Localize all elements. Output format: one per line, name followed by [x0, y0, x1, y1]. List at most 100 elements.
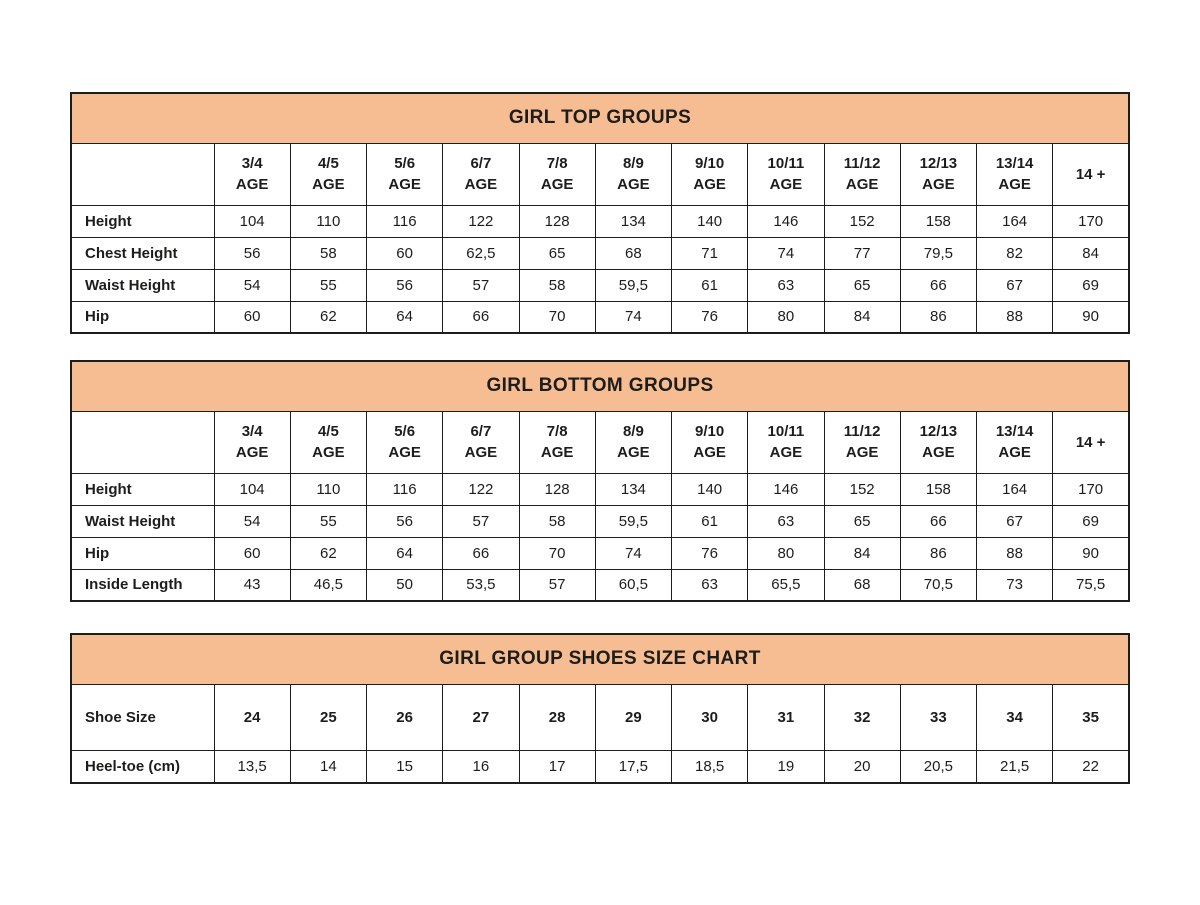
value-cell: 66: [899, 268, 978, 302]
column-header: 14 +: [1052, 410, 1130, 474]
size-table: GIRL GROUP SHOES SIZE CHART Shoe Size 24 25…: [70, 633, 1130, 784]
value-cell: 62: [289, 536, 368, 570]
value-cell: 65: [823, 268, 901, 302]
column-header: 13/14 AGE: [975, 142, 1054, 206]
row-label: Heel-toe (cm): [70, 749, 215, 784]
table-title: GIRL TOP GROUPS: [70, 92, 1130, 144]
size-table: GIRL BOTTOM GROUPS 3/4 AGE 4/5 AGE 5/6 AGE 6…: [70, 360, 1130, 602]
value-cell: 63: [670, 568, 749, 602]
value-cell: 70: [518, 536, 596, 570]
value-cell: 56: [213, 236, 291, 270]
column-header: 3/4 AGE: [213, 142, 291, 206]
row-label: Waist Height: [70, 268, 215, 302]
value-cell: 17: [518, 749, 596, 784]
value-cell: 66: [442, 300, 520, 334]
table-row: Hip 60 62 64 66 70 74 76 80 84 86 88 90: [70, 300, 1130, 334]
value-cell: 17,5: [594, 749, 673, 784]
table-row: Waist Height 54 55 56 57 58 59,5 61 63 65 66 67 69: [70, 504, 1130, 538]
value-cell: 84: [823, 536, 901, 570]
value-cell: 43: [213, 568, 291, 602]
value-cell: 164: [975, 472, 1054, 506]
column-header: 8/9 AGE: [594, 410, 673, 474]
value-cell: 146: [747, 204, 825, 238]
value-cell: 86: [899, 300, 978, 334]
value-cell: 80: [747, 536, 825, 570]
value-cell: 56: [365, 268, 444, 302]
value-cell: 63: [747, 504, 825, 538]
value-cell: 60: [213, 536, 291, 570]
table-row: Heel-toe (cm) 13,5 14 15 16 17 17,5 18,5 19 20 20,…: [70, 749, 1130, 784]
value-cell: 19: [747, 749, 825, 784]
value-cell: 76: [670, 300, 749, 334]
value-cell: 65,5: [747, 568, 825, 602]
column-header: 5/6 AGE: [365, 410, 444, 474]
value-cell: 53,5: [442, 568, 520, 602]
column-header: 3/4 AGE: [213, 410, 291, 474]
column-header: 14 +: [1052, 142, 1130, 206]
value-cell: 66: [899, 504, 978, 538]
row-label: Height: [70, 472, 215, 506]
value-cell: 69: [1052, 268, 1130, 302]
value-cell: 65: [823, 504, 901, 538]
value-cell: 88: [975, 300, 1054, 334]
table-row: Height 104 110 116 122 128 134 140 146 152 158 164 1…: [70, 204, 1130, 238]
column-header: 12/13 AGE: [899, 142, 978, 206]
value-cell: 60: [213, 300, 291, 334]
value-cell: 70: [518, 300, 596, 334]
column-header: 33: [899, 683, 978, 751]
column-header: 8/9 AGE: [594, 142, 673, 206]
value-cell: 152: [823, 204, 901, 238]
value-cell: 122: [442, 472, 520, 506]
value-cell: 57: [518, 568, 596, 602]
row-label: Hip: [70, 300, 215, 334]
value-cell: 134: [594, 204, 673, 238]
table-title: GIRL BOTTOM GROUPS: [70, 360, 1130, 412]
row-label: Chest Height: [70, 236, 215, 270]
value-cell: 84: [823, 300, 901, 334]
column-header: 29: [594, 683, 673, 751]
column-header: 10/11 AGE: [747, 142, 825, 206]
value-cell: 70,5: [899, 568, 978, 602]
table-row: Hip 60 62 64 66 70 74 76 80 84 86 88 90: [70, 536, 1130, 570]
value-cell: 86: [899, 536, 978, 570]
value-cell: 57: [442, 504, 520, 538]
row-label: Inside Length: [70, 568, 215, 602]
value-cell: 74: [747, 236, 825, 270]
value-cell: 158: [899, 204, 978, 238]
value-cell: 75,5: [1052, 568, 1130, 602]
column-header: 4/5 AGE: [289, 410, 368, 474]
table-row: Chest Height 56 58 60 62,5 65 68 71 74 77 79,5 82 84: [70, 236, 1130, 270]
value-cell: 116: [365, 204, 444, 238]
value-cell: 59,5: [594, 504, 673, 538]
value-cell: 62: [289, 300, 368, 334]
column-header: 25: [289, 683, 368, 751]
size-table: GIRL TOP GROUPS 3/4 AGE 4/5 AGE 5/6 AGE 6/7 …: [70, 92, 1130, 334]
value-cell: 64: [365, 536, 444, 570]
table-title: GIRL GROUP SHOES SIZE CHART: [70, 633, 1130, 685]
column-header: 28: [518, 683, 596, 751]
value-cell: 77: [823, 236, 901, 270]
table-row: Inside Length 43 46,5 50 53,5 57 60,5 63 65,5 68 7…: [70, 568, 1130, 602]
value-cell: 73: [975, 568, 1054, 602]
column-header: 5/6 AGE: [365, 142, 444, 206]
value-cell: 134: [594, 472, 673, 506]
column-header: 9/10 AGE: [670, 142, 749, 206]
value-cell: 56: [365, 504, 444, 538]
value-cell: 62,5: [442, 236, 520, 270]
column-header: 13/14 AGE: [975, 410, 1054, 474]
column-header: 32: [823, 683, 901, 751]
tables-root: GIRL TOP GROUPS 3/4 AGE 4/5 AGE 5/6 AGE 6/7 …: [70, 92, 1130, 784]
column-header: 26: [365, 683, 444, 751]
value-cell: 67: [975, 268, 1054, 302]
value-cell: 54: [213, 268, 291, 302]
value-cell: 90: [1052, 300, 1130, 334]
corner-empty-cell: [70, 142, 215, 206]
column-header: 35: [1052, 683, 1130, 751]
column-header: 7/8 AGE: [518, 142, 596, 206]
value-cell: 65: [518, 236, 596, 270]
value-cell: 16: [442, 749, 520, 784]
value-cell: 58: [289, 236, 368, 270]
value-cell: 61: [670, 268, 749, 302]
value-cell: 13,5: [213, 749, 291, 784]
column-header: 6/7 AGE: [442, 142, 520, 206]
